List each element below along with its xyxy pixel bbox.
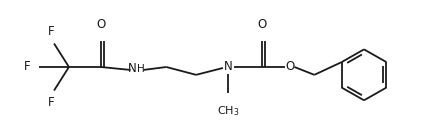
Text: O: O [96, 18, 105, 31]
Text: N: N [128, 62, 137, 75]
Text: H: H [137, 64, 145, 74]
Text: O: O [285, 60, 294, 74]
Text: CH$_3$: CH$_3$ [217, 104, 239, 118]
Text: F: F [48, 96, 54, 109]
Text: F: F [48, 25, 54, 38]
Text: O: O [257, 18, 266, 31]
Text: F: F [24, 60, 30, 74]
Text: N: N [223, 60, 232, 74]
